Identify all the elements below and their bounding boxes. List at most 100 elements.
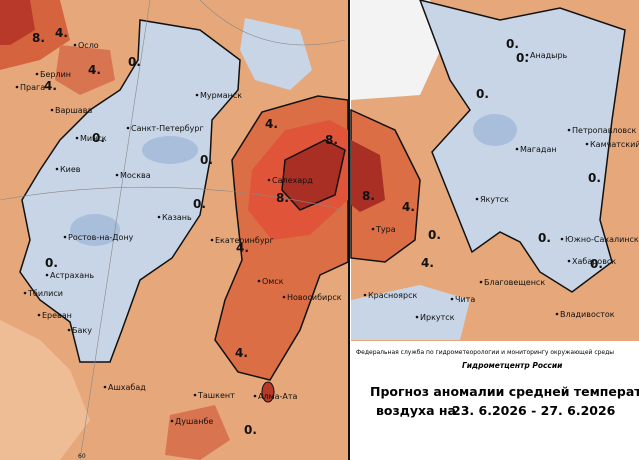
contour-label: 0. (516, 51, 529, 65)
contour-label: 8. (276, 191, 289, 205)
left-map (0, 0, 349, 460)
contour-label: 8. (325, 133, 338, 147)
city-label: Омск (262, 277, 284, 286)
city-label: Хабаровск (572, 257, 616, 266)
city-dot (363, 293, 367, 297)
cold-core (70, 214, 120, 246)
city-dot (267, 178, 271, 182)
hot-core (261, 381, 275, 403)
city-dot (103, 385, 107, 389)
city-label: Ростов-на-Дону (68, 233, 134, 242)
city-dot (170, 419, 174, 423)
city-label: Москва (120, 171, 151, 180)
city-dot (415, 315, 419, 319)
city-label: Южно-Сахалинск (565, 235, 639, 244)
contour-label: 4. (44, 79, 57, 93)
contour-label: 0. (200, 153, 213, 167)
contour-label: 0. (128, 55, 141, 69)
city-dot (585, 142, 589, 146)
hot-area (0, 0, 35, 45)
city-dot (253, 394, 257, 398)
city-dot (37, 313, 41, 317)
city-label: Петропавловск (572, 126, 637, 135)
agency: Федеральная служба по гидрометеорологии … (356, 349, 614, 356)
contour-label: 0. (506, 37, 519, 51)
city-label: Берлин (40, 70, 71, 79)
contour-label: 8. (362, 189, 375, 203)
city-dot (55, 167, 59, 171)
city-dot (560, 237, 564, 241)
hot-core (281, 139, 346, 211)
city-label: Иркутск (420, 313, 455, 322)
cold-area (240, 18, 312, 90)
city-label: Магадан (520, 145, 557, 154)
contour-label: 4. (235, 346, 248, 360)
graticule (79, 0, 151, 460)
city-dot (525, 53, 529, 57)
cold-area (419, 0, 626, 293)
graticule (199, 0, 346, 46)
city-label: Астрахань (50, 271, 94, 280)
city-dot (67, 328, 71, 332)
contour-label: 4. (402, 200, 415, 214)
city-dot (555, 312, 559, 316)
city-label: Новосибирск (287, 293, 342, 302)
city-label: Чита (455, 295, 475, 304)
city-dot (15, 85, 19, 89)
city-dot (35, 72, 39, 76)
city-label: Ашхабад (108, 383, 146, 392)
city-dot (23, 291, 27, 295)
city-dot (157, 215, 161, 219)
city-label: Екатеринбург (215, 236, 274, 245)
city-dot (567, 128, 571, 132)
city-dot (73, 43, 77, 47)
city-label: Салехард (272, 176, 313, 185)
city-dot (479, 280, 483, 284)
contour-label: 4. (236, 241, 249, 255)
contour-label: 0. (45, 256, 58, 270)
legend-box (351, 341, 639, 460)
edge (0, 0, 348, 10)
city-dot (475, 197, 479, 201)
contour-label: 0. (590, 257, 603, 271)
city-label: Анадырь (530, 51, 568, 60)
city-dot (126, 126, 130, 130)
city-dot (63, 235, 67, 239)
city-label: Ташкент (197, 391, 235, 400)
center: Гидрометцентр России (462, 361, 563, 370)
city-dot (450, 297, 454, 301)
city-label: Ереван (42, 311, 72, 320)
labels: Осло Берлин Прага Варшава Мурманск Санкт-Пете… (15, 26, 639, 460)
city-label: Варшава (55, 106, 92, 115)
city-dot (45, 273, 49, 277)
contour-label: 0. (193, 197, 206, 211)
city-dot (515, 147, 519, 151)
contour-label: 4. (55, 26, 68, 40)
title: Прогноз аномалии средней температуры (370, 384, 639, 399)
city-label: Благовещенск (484, 278, 545, 287)
city-label: Санкт-Петербург (131, 124, 204, 133)
city-dot (210, 238, 214, 242)
cold-core (142, 136, 198, 164)
cold-area (351, 285, 470, 340)
warm-area (55, 45, 115, 95)
contour-label: 0. (476, 87, 489, 101)
contour-label: 0. (92, 131, 105, 145)
contour-label: 4. (88, 63, 101, 77)
city-label: Тура (375, 225, 396, 234)
city-dot (115, 173, 119, 177)
city-dot (282, 295, 286, 299)
contour-label: 4. (265, 117, 278, 131)
warm-area (165, 405, 230, 460)
city-label: Баку (72, 326, 92, 335)
city-label: Мурманск (200, 91, 242, 100)
city-dot (371, 227, 375, 231)
period: 23. 6.2026 - 27. 6.2026 (452, 403, 616, 418)
contour-label: 8. (32, 31, 45, 45)
warm-area (0, 320, 90, 460)
city-label: Душанбе (175, 417, 213, 426)
city-dot (50, 108, 54, 112)
contour-label: 4. (421, 256, 434, 270)
city-label: Якутск (480, 195, 509, 204)
city-label: Красноярск (368, 291, 417, 300)
